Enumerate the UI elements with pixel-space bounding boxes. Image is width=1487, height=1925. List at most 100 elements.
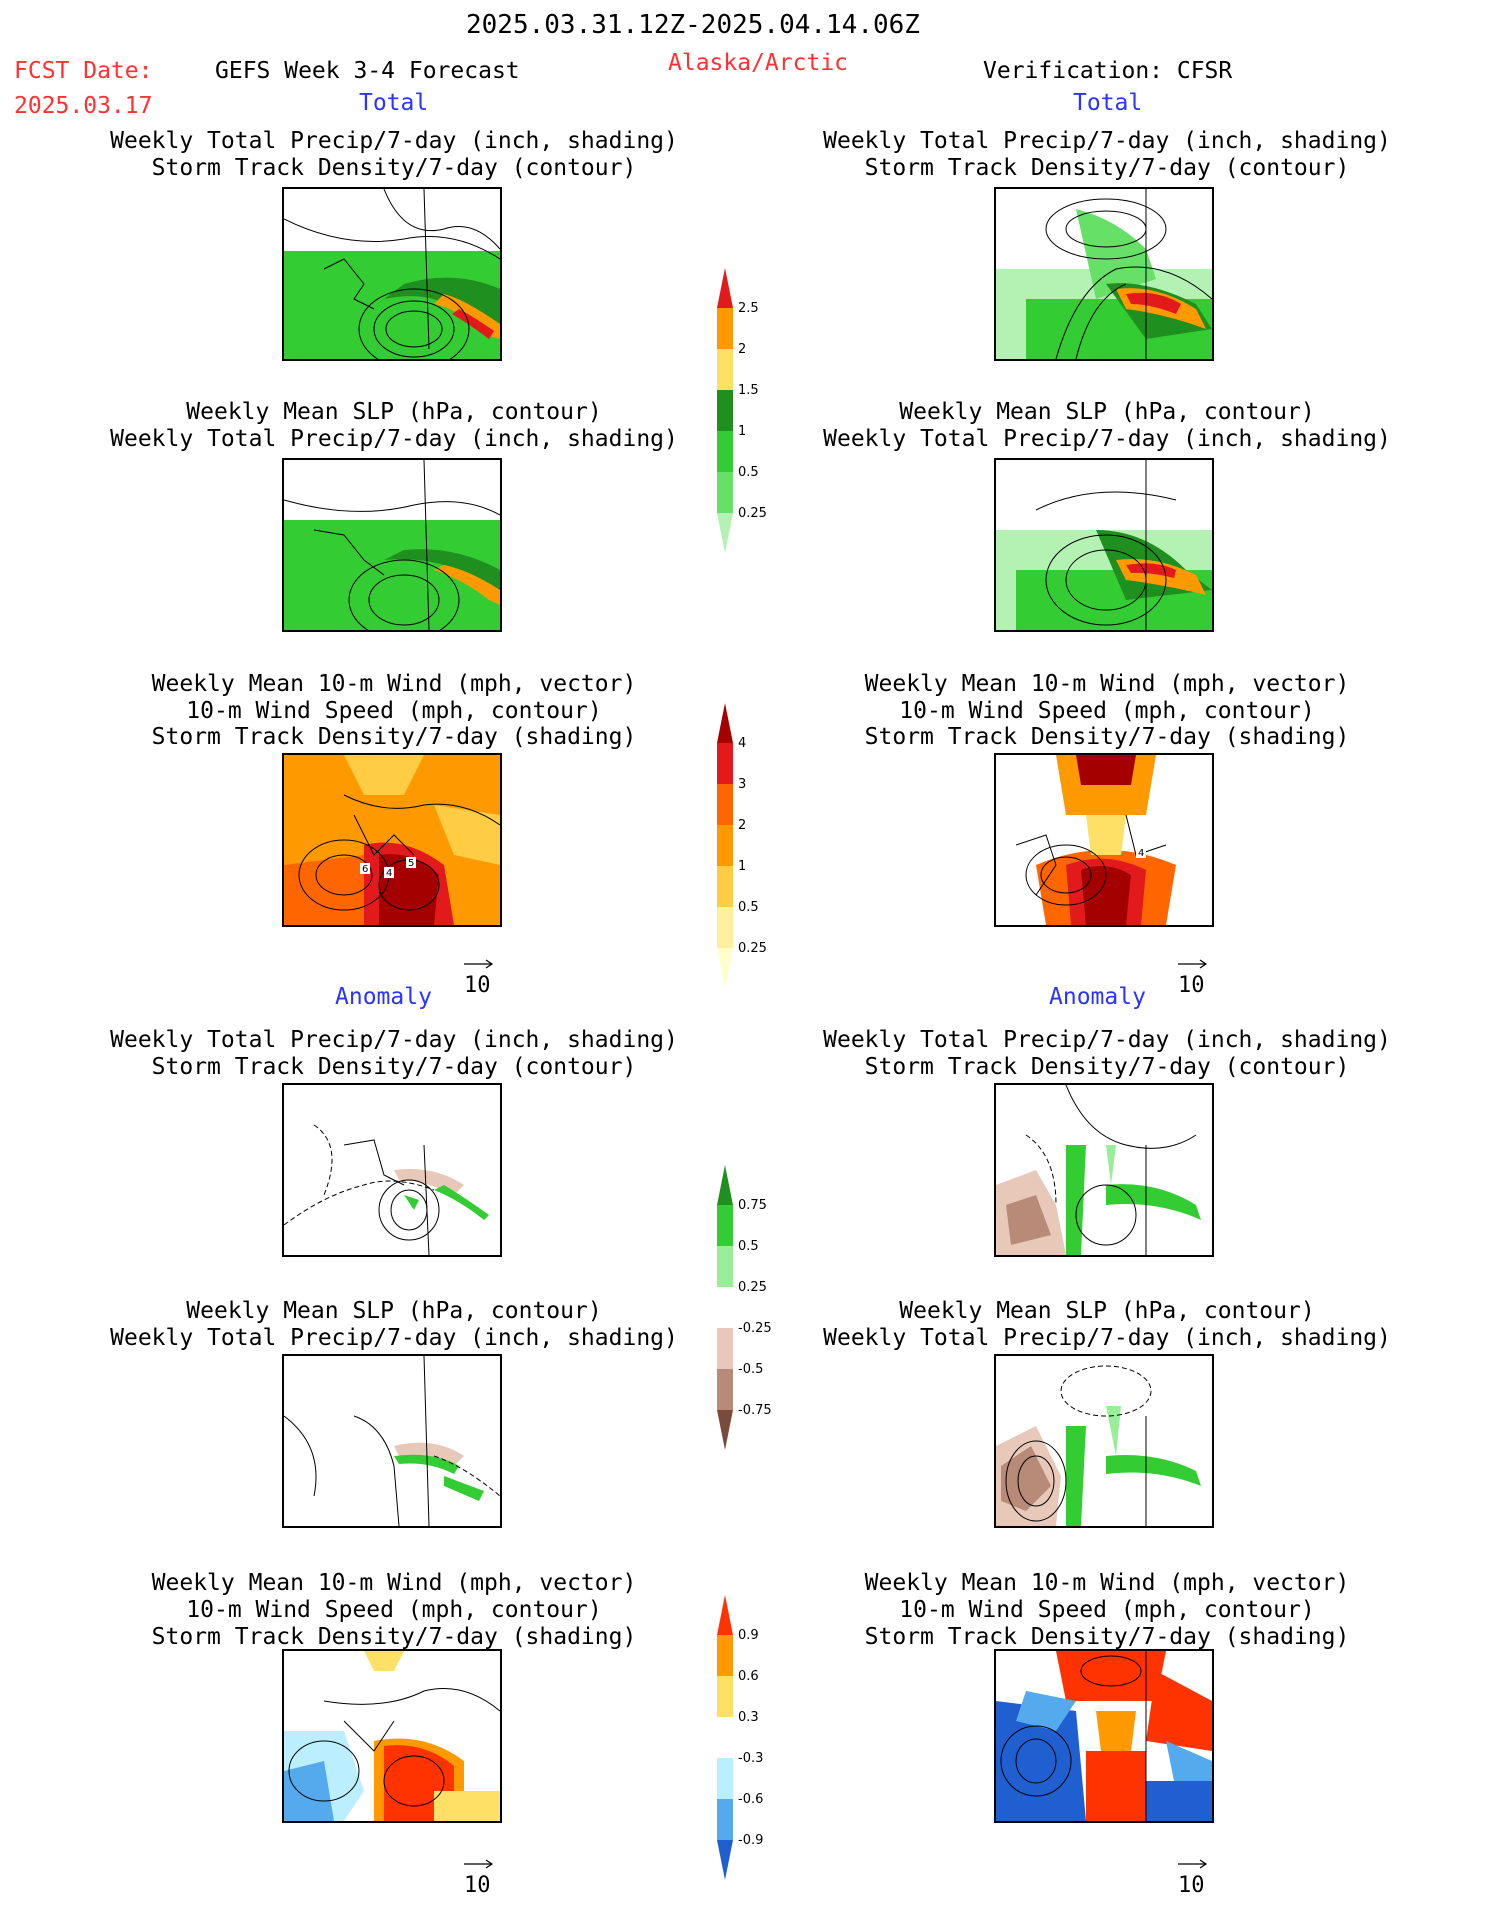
colorbar-tick-label: 1 (738, 859, 747, 874)
title-r6-c: Storm Track Density/7-day (shading) (864, 1624, 1350, 1650)
colorbar-segment (717, 784, 733, 825)
map-r1-precip-storm (994, 187, 1214, 361)
colorbar-tick-label: 3 (738, 777, 747, 792)
colorbar-top-triangle (717, 268, 733, 308)
title-r2-a: Weekly Mean SLP (hPa, contour) (899, 399, 1315, 425)
colorbar-segment (717, 1328, 733, 1369)
colorbar-tick-label: 2.5 (738, 301, 759, 316)
title-r1-b: Storm Track Density/7-day (contour) (864, 155, 1350, 181)
colorbar-segment (717, 1205, 733, 1246)
section-anomaly-right: Anomaly (1049, 984, 1146, 1010)
colorbar-segment (717, 308, 733, 349)
colorbar-svg (717, 703, 733, 988)
vector-ref-l6: 10 (464, 1850, 494, 1898)
colorbar-svg (717, 268, 733, 553)
colorbar-segment (717, 1635, 733, 1676)
colorbar-tick-label: 0.75 (738, 1198, 767, 1213)
title-r6-b: 10-m Wind Speed (mph, contour) (899, 1597, 1315, 1623)
colorbar-segment (717, 1758, 733, 1799)
title-r4-a: Weekly Total Precip/7-day (inch, shading… (823, 1027, 1391, 1053)
vector-ref-r3: 10 (1178, 950, 1208, 998)
colorbar-tick-label: 0.5 (738, 900, 759, 915)
map-l6-wind-storm-anom (282, 1649, 502, 1823)
title-l1-a: Weekly Total Precip/7-day (inch, shading… (110, 128, 678, 154)
colorbar-tick-label: 0.9 (738, 1628, 759, 1643)
colorbar-segment (717, 866, 733, 907)
map-l5-slp-precip-anom (282, 1354, 502, 1528)
colorbar-segment (717, 431, 733, 472)
map-label-r3-1: 4 (1138, 848, 1144, 859)
title-r5-a: Weekly Mean SLP (hPa, contour) (899, 1298, 1315, 1324)
fcst-date: 2025.03.17 (14, 93, 153, 119)
title-l3-a: Weekly Mean 10-m Wind (mph, vector) (151, 671, 637, 697)
vector-arrow-icon (1178, 959, 1208, 969)
title-r6-a: Weekly Mean 10-m Wind (mph, vector) (864, 1570, 1350, 1596)
vector-ref-r6: 10 (1178, 1850, 1208, 1898)
colorbar-segment (717, 1717, 733, 1758)
colorbar-tick-label: 0.5 (738, 465, 759, 480)
colorbar-tick-label: 4 (738, 736, 747, 751)
colorbar-top-triangle (717, 1595, 733, 1635)
title-l4-b: Storm Track Density/7-day (contour) (151, 1054, 637, 1080)
map-r3-wind-storm: 4 (994, 753, 1214, 927)
vector-arrow-icon (464, 1859, 494, 1869)
colorbar-tick-label: 0.5 (738, 1239, 759, 1254)
map-r6-wind-storm-anom (994, 1649, 1214, 1823)
forecast-name: GEFS Week 3-4 Forecast (215, 58, 520, 84)
colorbar-tick-label: -0.75 (738, 1403, 772, 1418)
colorbar-tick-label: 2 (738, 818, 747, 833)
date-range: 2025.03.31.12Z-2025.04.14.06Z (466, 10, 920, 40)
title-l3-c: Storm Track Density/7-day (shading) (151, 724, 637, 750)
title-l1-b: Storm Track Density/7-day (contour) (151, 155, 637, 181)
colorbar-tick-label: 0.25 (738, 506, 767, 521)
colorbar-tick-label: -0.3 (738, 1751, 764, 1766)
vector-ref-label: 10 (464, 1873, 491, 1898)
colorbar-bottom-triangle (717, 948, 733, 988)
fcst-label: FCST Date: (14, 58, 153, 84)
colorbar-segment (717, 1246, 733, 1287)
colorbar-tick-label: -0.5 (738, 1362, 764, 1377)
colorbar-tick-label: 0.25 (738, 941, 767, 956)
colorbar-storm-total: 4 3 2 1 0.5 0.25 (716, 703, 796, 988)
title-l5-a: Weekly Mean SLP (hPa, contour) (186, 1298, 602, 1324)
colorbar-tick-label: -0.6 (738, 1792, 764, 1807)
vector-arrow-icon (1178, 1859, 1208, 1869)
title-l4-a: Weekly Total Precip/7-day (inch, shading… (110, 1027, 678, 1053)
colorbar-segment (717, 907, 733, 948)
colorbar-segment (717, 825, 733, 866)
colorbar-segment (717, 472, 733, 513)
colorbar-tick-label: 0.3 (738, 1710, 759, 1725)
section-anomaly-left: Anomaly (335, 984, 432, 1010)
colorbar-segment (717, 1676, 733, 1717)
section-total-right: Total (1073, 90, 1143, 116)
title-l2-b: Weekly Total Precip/7-day (inch, shading… (110, 426, 678, 452)
colorbar-bottom-triangle (717, 1410, 733, 1450)
title-r4-b: Storm Track Density/7-day (contour) (864, 1054, 1350, 1080)
vector-ref-label: 10 (1178, 1873, 1205, 1898)
title-l3-b: 10-m Wind Speed (mph, contour) (186, 698, 602, 724)
colorbar-segment (717, 1287, 733, 1328)
colorbar-bottom-triangle (717, 513, 733, 553)
map-l1-precip-storm (282, 187, 502, 361)
colorbar-top-triangle (717, 703, 733, 743)
map-r4-precip-storm-anom (994, 1083, 1214, 1257)
map-label-l3-3: 5 (408, 858, 414, 869)
colorbar-tick-label: 0.25 (738, 1280, 767, 1295)
title-l6-c: Storm Track Density/7-day (shading) (151, 1624, 637, 1650)
title-r3-a: Weekly Mean 10-m Wind (mph, vector) (864, 671, 1350, 697)
title-r1-a: Weekly Total Precip/7-day (inch, shading… (823, 128, 1391, 154)
colorbar-segment (717, 743, 733, 784)
colorbar-tick-label: 1 (738, 424, 747, 439)
map-r2-slp-precip (994, 458, 1214, 632)
map-l4-precip-storm-anom (282, 1083, 502, 1257)
colorbar-storm-anom: 0.9 0.6 0.3 -0.3 -0.6 -0.9 (716, 1595, 796, 1880)
map-l3-wind-storm: 6 4 5 (282, 753, 502, 927)
colorbar-segment (717, 1369, 733, 1410)
vector-ref-l3: 10 (464, 950, 494, 998)
colorbar-tick-label: 1.5 (738, 383, 759, 398)
title-r3-c: Storm Track Density/7-day (shading) (864, 724, 1350, 750)
colorbar-svg (717, 1165, 733, 1450)
colorbar-tick-label: 0.6 (738, 1669, 759, 1684)
colorbar-precip-total: 2.5 2 1.5 1 0.5 0.25 (716, 268, 796, 553)
map-l2-slp-precip (282, 458, 502, 632)
